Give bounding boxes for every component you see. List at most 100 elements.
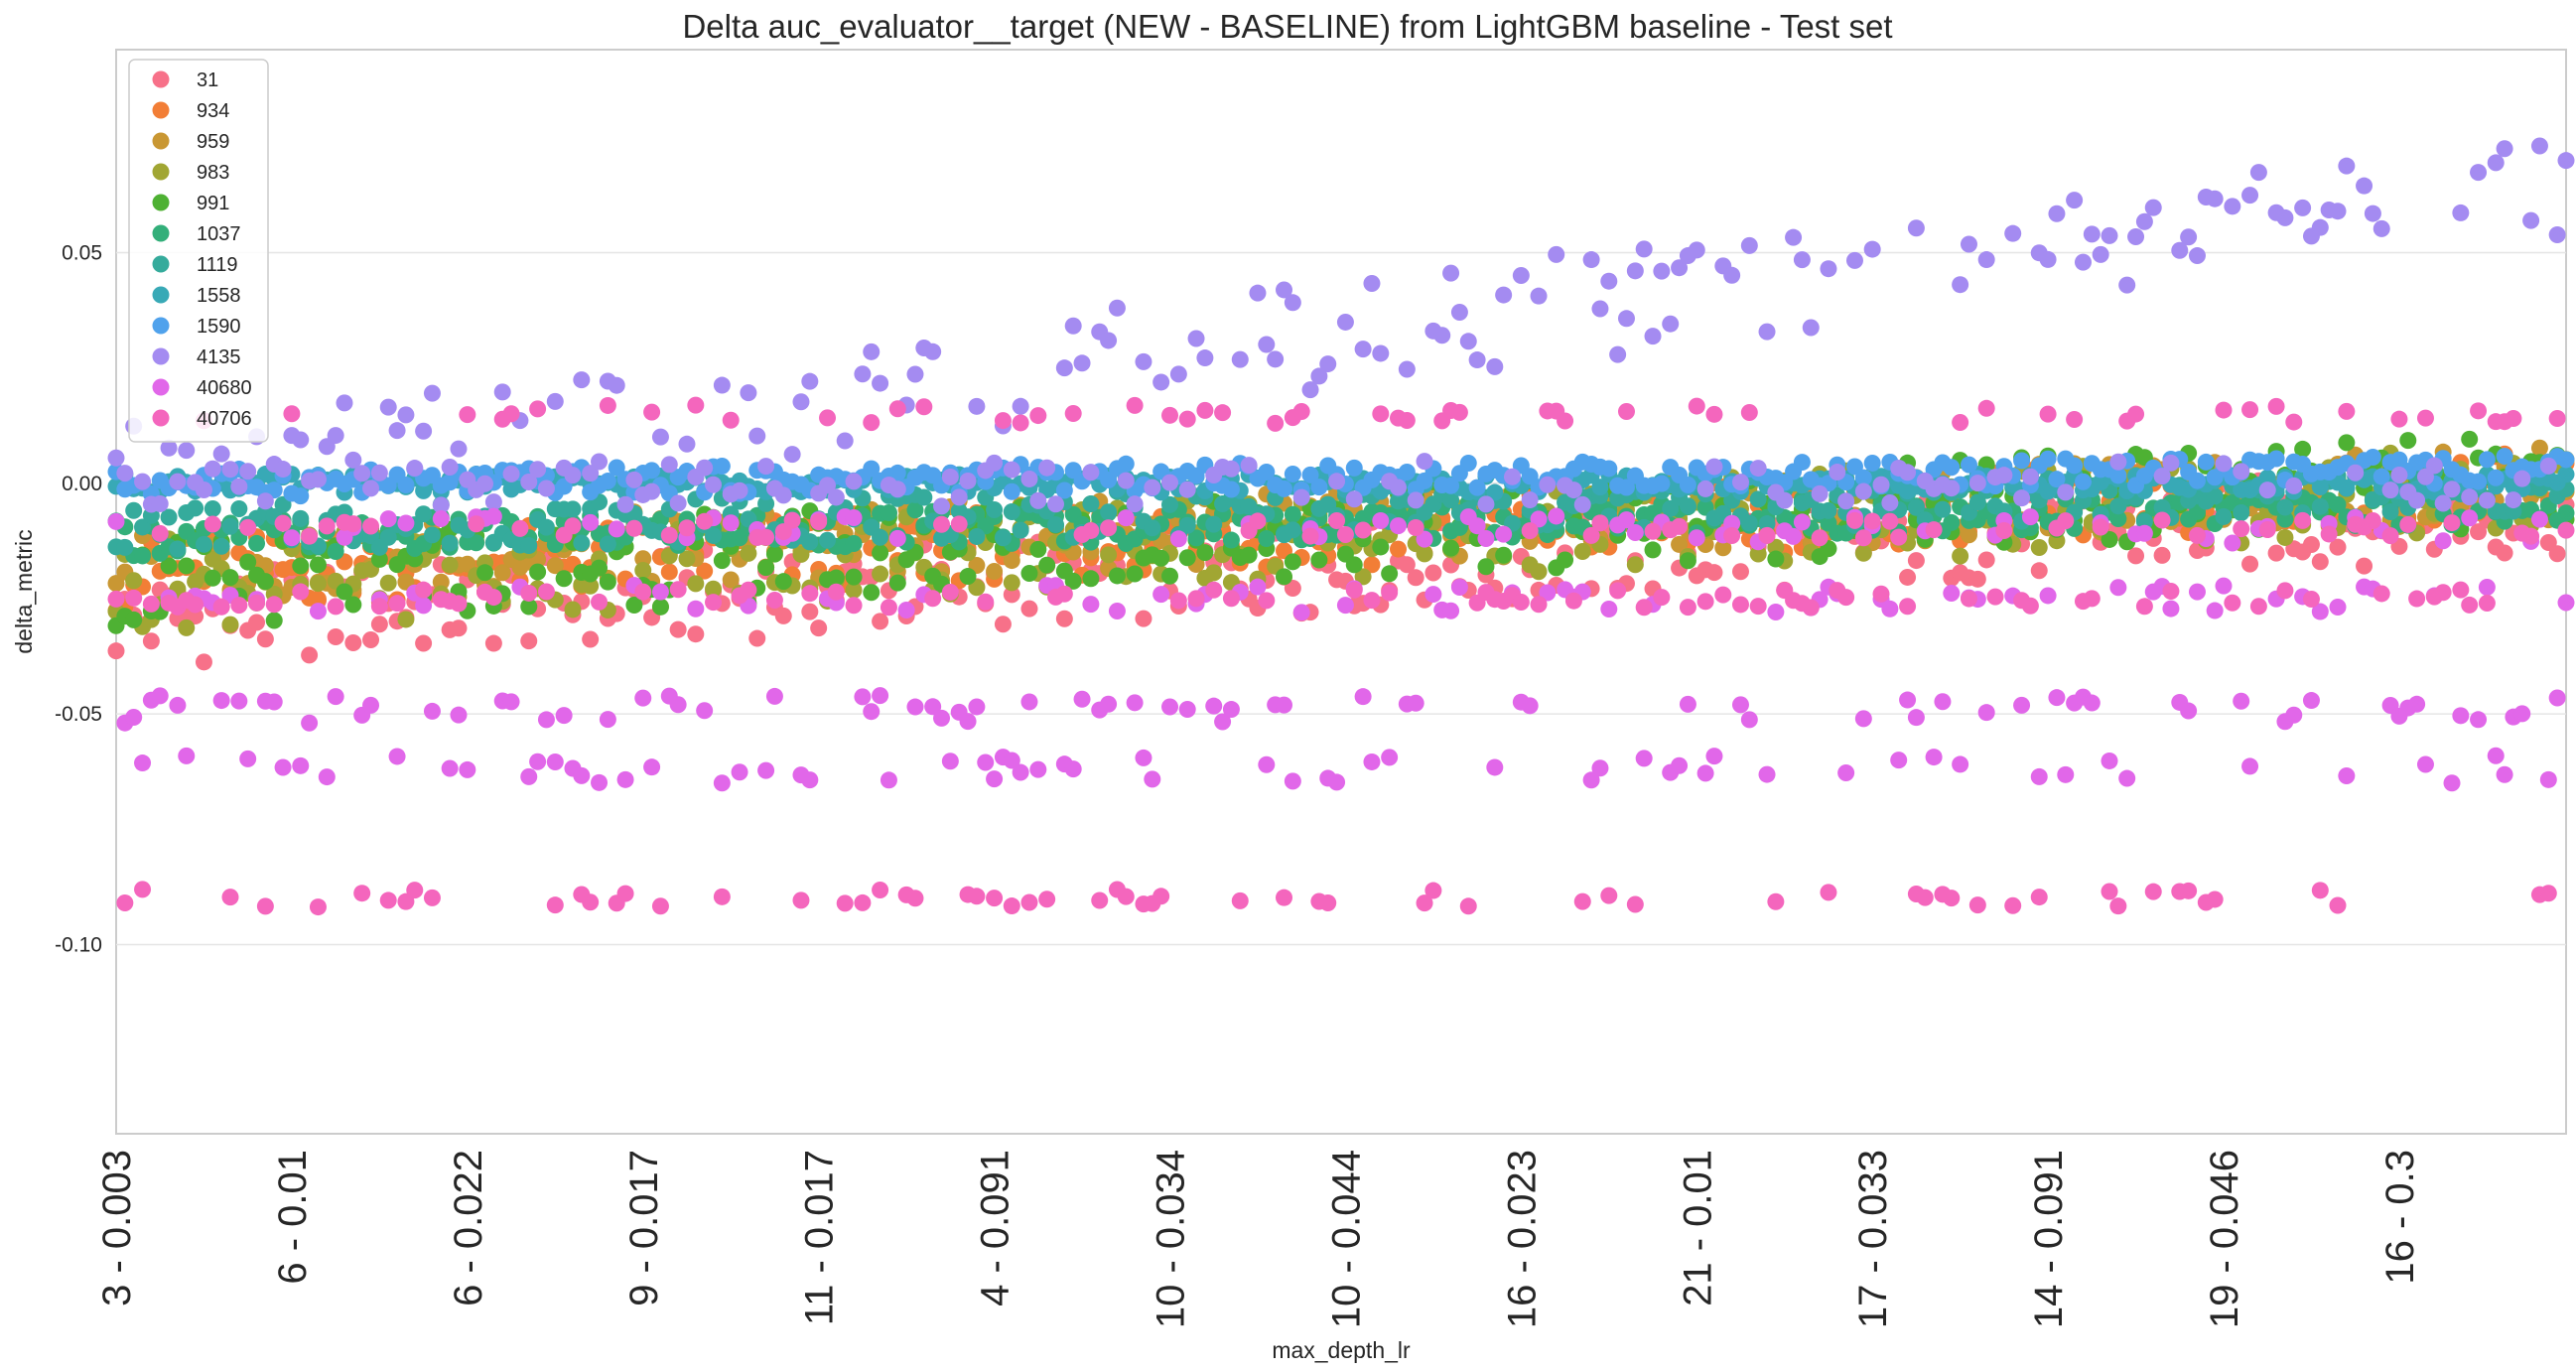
legend-marker: [152, 255, 170, 273]
data-point: [2127, 405, 2145, 423]
data-point: [2127, 547, 2145, 565]
data-point: [2461, 509, 2479, 527]
data-point: [151, 687, 169, 705]
data-point: [872, 374, 889, 392]
data-point: [1960, 526, 1977, 544]
data-point: [1407, 694, 1424, 712]
data-point: [2101, 883, 2118, 900]
data-point: [573, 766, 591, 784]
data-point: [941, 753, 959, 770]
data-point: [1635, 750, 1653, 767]
data-point: [125, 708, 143, 726]
data-point: [2206, 891, 2224, 908]
data-point: [2311, 882, 2329, 899]
data-point: [2233, 692, 2250, 710]
data-point: [1003, 586, 1020, 604]
data-point: [1863, 512, 1881, 530]
data-point: [2443, 514, 2461, 532]
data-point: [1100, 503, 1118, 521]
data-point: [1477, 529, 1495, 547]
data-point: [2557, 594, 2575, 612]
data-point: [1557, 551, 1574, 569]
data-point: [1442, 264, 1460, 282]
data-point: [212, 445, 230, 463]
data-point: [529, 753, 547, 770]
data-point: [757, 528, 775, 546]
data-point: [977, 754, 995, 771]
legend-box: [128, 59, 269, 443]
data-point: [872, 528, 889, 546]
data-point: [1354, 341, 1372, 358]
data-point: [1837, 589, 1855, 607]
data-point: [827, 569, 845, 587]
data-point: [1003, 482, 1020, 500]
data-point: [1679, 599, 1696, 617]
data-point: [1336, 526, 1354, 544]
data-point: [309, 898, 327, 916]
data-point: [1020, 893, 1038, 911]
data-point: [2496, 544, 2513, 562]
data-point: [1029, 491, 1047, 509]
data-point: [2021, 597, 2039, 615]
data-point: [1152, 888, 1170, 905]
data-point: [2452, 204, 2470, 221]
data-point: [2329, 896, 2347, 914]
data-point: [2066, 192, 2084, 209]
data-point: [2443, 774, 2461, 792]
data-point: [1398, 556, 1416, 574]
data-point: [1424, 882, 1442, 899]
data-point: [459, 760, 476, 778]
data-point: [2364, 512, 2381, 530]
data-point: [537, 518, 555, 536]
data-point: [1276, 889, 1293, 906]
data-point: [2311, 218, 2329, 236]
legend-marker: [152, 409, 170, 427]
data-point: [2373, 468, 2390, 485]
data-point: [2505, 491, 2522, 509]
data-point: [1925, 521, 1943, 539]
data-point: [651, 897, 669, 915]
data-point: [599, 535, 616, 553]
data-point: [397, 611, 415, 628]
data-point: [459, 406, 476, 424]
data-point: [591, 593, 609, 611]
data-point: [1977, 251, 1995, 269]
data-point: [1960, 590, 1977, 608]
data-point: [1012, 414, 1029, 432]
data-point: [1205, 564, 1223, 582]
data-point: [423, 889, 441, 906]
data-point: [740, 384, 757, 402]
data-point: [555, 570, 573, 588]
data-point: [1854, 469, 1872, 486]
data-point: [1442, 602, 1460, 619]
y-tick-labels: 0.05 0.00 -0.05 -0.10: [55, 241, 102, 956]
data-point: [256, 573, 274, 591]
data-point: [1240, 457, 1258, 475]
data-point: [1442, 539, 1460, 557]
data-point: [450, 595, 468, 613]
data-point: [1591, 300, 1609, 318]
data-point: [1486, 758, 1504, 776]
data-point: [1301, 527, 1319, 545]
data-point: [221, 517, 239, 535]
data-point: [1354, 688, 1372, 706]
data-point: [1398, 463, 1416, 480]
data-point: [1705, 748, 1723, 765]
data-point: [582, 513, 600, 531]
data-point: [309, 603, 327, 620]
data-point: [2004, 224, 2022, 242]
data-point: [599, 711, 616, 729]
data-point: [362, 696, 380, 714]
data-point: [2188, 247, 2206, 265]
data-point: [2487, 747, 2505, 764]
data-point: [819, 477, 837, 494]
data-point: [1943, 480, 1961, 497]
data-point: [1512, 594, 1530, 612]
data-point: [450, 706, 468, 724]
data-point: [1872, 585, 1890, 603]
data-point: [1740, 514, 1758, 532]
data-point: [1231, 350, 1249, 368]
data-point: [493, 383, 511, 401]
data-point: [1977, 399, 1995, 417]
data-point: [748, 629, 766, 647]
